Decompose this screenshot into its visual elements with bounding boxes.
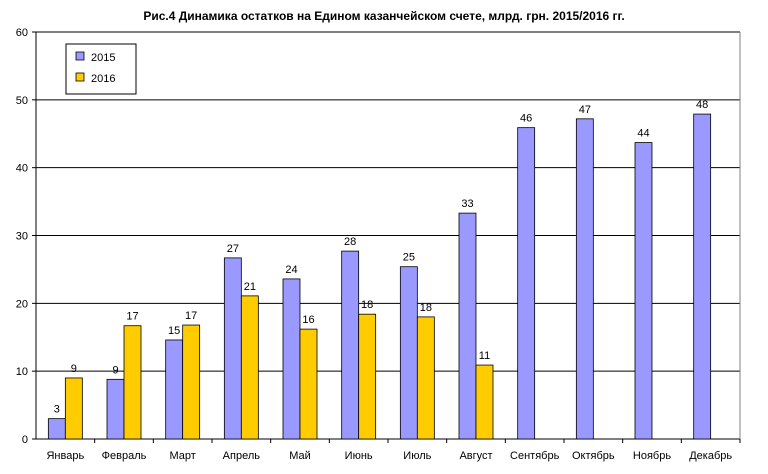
- x-tick-label: Июнь: [345, 450, 373, 462]
- data-label: 21: [244, 281, 256, 293]
- bar-2015: [693, 113, 712, 440]
- bar-2015: [341, 250, 360, 440]
- x-tick-label: Июль: [403, 450, 431, 462]
- bar-2016: [416, 316, 435, 440]
- bar-2015: [223, 257, 242, 440]
- x-tick-label: Январь: [46, 450, 84, 462]
- data-label: 18: [361, 299, 373, 311]
- legend-swatch: [75, 51, 85, 61]
- data-label: 47: [579, 104, 591, 116]
- bar-2016: [475, 364, 494, 440]
- legend-label: 2015: [91, 52, 115, 64]
- bar-2016: [358, 313, 377, 440]
- bar-2016: [64, 377, 83, 440]
- data-label: 15: [168, 325, 180, 337]
- bar-2016: [123, 325, 142, 440]
- x-tick-label: Март: [170, 450, 196, 462]
- bar-2016: [240, 295, 259, 440]
- y-tick-label: 50: [16, 95, 28, 107]
- legend-label: 2016: [91, 73, 115, 85]
- bar-2016: [299, 328, 318, 440]
- data-label: 44: [637, 128, 649, 140]
- y-tick-label: 10: [16, 366, 28, 378]
- data-label: 46: [520, 113, 532, 125]
- data-label: 9: [112, 364, 118, 376]
- data-label: 28: [344, 236, 356, 248]
- data-label: 33: [461, 198, 473, 210]
- data-label: 17: [126, 311, 138, 323]
- data-label: 18: [420, 302, 432, 314]
- bar-2015: [575, 118, 594, 440]
- data-label: 16: [302, 314, 314, 326]
- bar-2015: [634, 142, 653, 440]
- x-tick-label: Август: [459, 450, 492, 462]
- y-tick-label: 0: [22, 434, 28, 446]
- bar-2015: [282, 278, 301, 440]
- x-tick-label: Май: [289, 450, 311, 462]
- y-tick-label: 20: [16, 298, 28, 310]
- x-tick-label: Декабрь: [689, 450, 732, 462]
- data-label: 17: [185, 310, 197, 322]
- bar-2015: [47, 418, 66, 440]
- bar-2016: [182, 324, 201, 440]
- chart-title: Рис.4 Динамика остатков на Едином казанч…: [143, 9, 624, 23]
- x-tick-label: Апрель: [223, 450, 261, 462]
- bar-2015: [399, 266, 418, 440]
- bar-2015: [458, 212, 477, 440]
- data-label: 25: [403, 252, 415, 264]
- legend: 2015 2016: [65, 43, 137, 95]
- data-label: 9: [71, 363, 77, 375]
- y-tick-label: 40: [16, 163, 28, 175]
- x-tick-label: Ноябрь: [633, 450, 671, 462]
- data-label: 27: [227, 243, 239, 255]
- bar-2015: [106, 378, 125, 440]
- data-label: 11: [479, 350, 490, 362]
- y-tick-label: 30: [16, 231, 28, 243]
- data-label: 24: [285, 264, 297, 276]
- bar-2015: [165, 339, 184, 440]
- x-tick-label: Февраль: [102, 450, 147, 462]
- bar-2015: [517, 127, 536, 440]
- x-tick-label: Октябрь: [572, 450, 615, 462]
- x-tick-label: Сентябрь: [510, 450, 560, 462]
- y-tick-label: 60: [16, 27, 28, 39]
- legend-swatch: [75, 72, 85, 82]
- data-label: 3: [54, 404, 60, 416]
- data-label: 48: [696, 99, 708, 111]
